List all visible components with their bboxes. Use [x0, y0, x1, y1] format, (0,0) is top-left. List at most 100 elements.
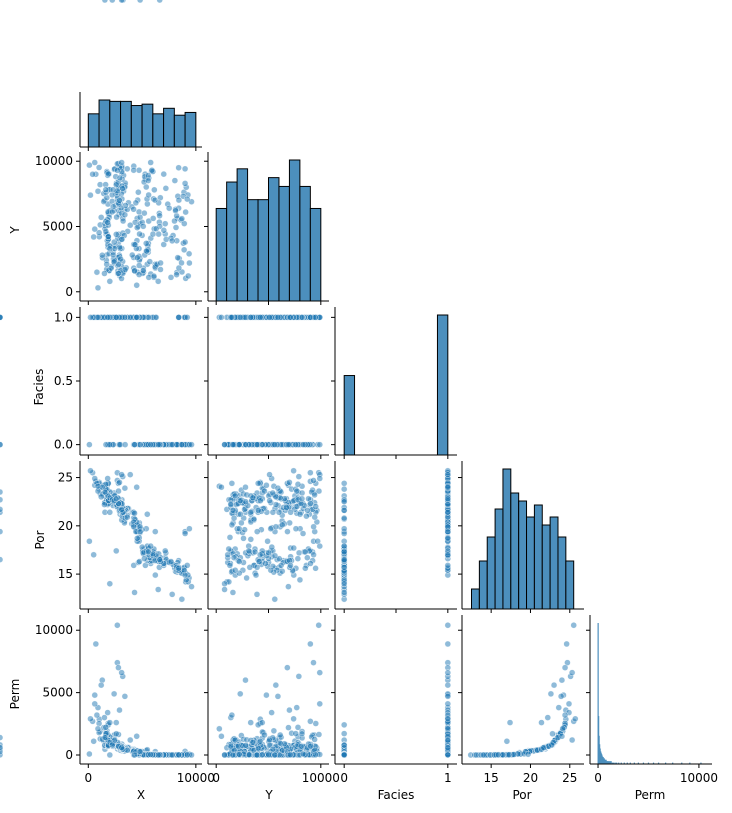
scatter-point: [160, 170, 167, 178]
scatter-point: [172, 224, 180, 231]
hist-y-bar: [278, 185, 290, 302]
hist-x-bar: [184, 111, 197, 148]
scatter-point: [109, 208, 116, 216]
scatter-point: [256, 551, 264, 558]
scatter-point: [114, 622, 121, 629]
hist-facies-bar: [343, 375, 356, 456]
scatter-point: [277, 562, 285, 569]
scatter-point: [99, 252, 106, 259]
scatter-point: [294, 555, 302, 562]
scatter-point: [242, 441, 249, 448]
scatter-point: [226, 534, 234, 541]
scatter-point: [175, 196, 183, 204]
scatter-point: [340, 589, 348, 596]
scatter-point: [98, 493, 105, 501]
scatter-point: [162, 185, 170, 192]
scatter-point: [86, 538, 93, 545]
scatter-point: [102, 186, 109, 193]
scatter-point: [116, 706, 123, 714]
x-tick-label: 20: [523, 771, 538, 785]
scatter-point: [116, 197, 123, 204]
scatter-point: [221, 580, 228, 587]
scatter-point: [160, 241, 167, 248]
scatter-point: [310, 659, 317, 666]
scatter-point: [91, 225, 98, 233]
scatter-point: [165, 204, 173, 212]
scatter-point: [113, 213, 120, 221]
x-tick-label: 1: [444, 771, 452, 785]
scatter-point: [86, 161, 93, 169]
scatter-point: [118, 0, 125, 4]
y-tick-label: 1.0: [54, 310, 73, 324]
scatter-point: [255, 507, 262, 514]
panel-x-vs-x: [79, 92, 202, 151]
scatter-point: [312, 720, 319, 727]
scatter-point: [118, 159, 125, 166]
scatter-point: [292, 525, 300, 532]
scatter-point: [294, 724, 302, 731]
scatter-point: [297, 743, 305, 750]
scatter-point: [307, 640, 314, 648]
scatter-point: [316, 542, 323, 550]
scatter-point: [247, 719, 254, 726]
scatter-point: [218, 314, 225, 321]
scatter-point: [87, 314, 94, 321]
hist-y-bar: [288, 159, 301, 302]
scatter-point: [105, 233, 112, 240]
scatter-point: [104, 219, 111, 226]
scatter-point: [304, 507, 311, 514]
panel-por-vs-y: [0, 461, 329, 613]
scatter-point: [227, 742, 235, 750]
scatter-point: [104, 475, 111, 482]
scatter-point: [310, 523, 317, 530]
scatter-point: [307, 718, 314, 725]
scatter-point: [178, 215, 186, 222]
y-tick-label: 5000: [42, 220, 73, 234]
scatter-point: [109, 741, 116, 749]
scatter-point: [175, 751, 182, 759]
scatter-point: [444, 495, 452, 502]
scatter-point: [232, 567, 239, 574]
scatter-point: [136, 262, 143, 269]
scatter-point: [181, 165, 189, 173]
scatter-point: [115, 487, 122, 495]
scatter-point: [250, 515, 258, 523]
scatter-point: [249, 739, 257, 746]
panel-facies-vs-x: 0.0 0.5 1.0: [54, 307, 202, 459]
scatter-point: [261, 487, 268, 495]
scatter-point: [133, 733, 140, 740]
x-tick-label: 15: [484, 771, 499, 785]
scatter-point: [119, 217, 127, 225]
scatter-point: [103, 261, 110, 268]
scatter-point: [156, 212, 163, 219]
scatter-point: [229, 441, 237, 448]
scatter-point: [175, 164, 182, 171]
scatter-point: [270, 727, 278, 735]
scatter-point: [216, 725, 223, 733]
scatter-point: [315, 622, 322, 629]
scatter-point: [105, 170, 112, 178]
scatter-point: [294, 481, 302, 488]
scatter-point: [299, 441, 307, 448]
scatter-point: [109, 0, 116, 4]
scatter-point: [175, 264, 183, 272]
scatter-point: [310, 477, 317, 484]
scatter-point: [279, 568, 286, 575]
scatter-point: [296, 511, 304, 518]
scatter-point: [149, 230, 157, 238]
scatter-point: [311, 736, 318, 743]
scatter-point: [221, 441, 228, 448]
scatter-point: [252, 571, 260, 579]
scatter-point: [96, 181, 104, 188]
scatter-point: [311, 513, 318, 521]
scatter-point: [181, 180, 189, 187]
scatter-point: [130, 206, 137, 213]
scatter-point: [127, 314, 134, 321]
scatter-point: [0, 496, 4, 503]
scatter-point: [340, 498, 348, 505]
scatter-point: [172, 207, 179, 214]
scatter-point: [135, 271, 143, 278]
scatter-point: [263, 691, 270, 699]
scatter-point: [276, 739, 284, 747]
y-tick-label: 0.0: [54, 438, 73, 452]
